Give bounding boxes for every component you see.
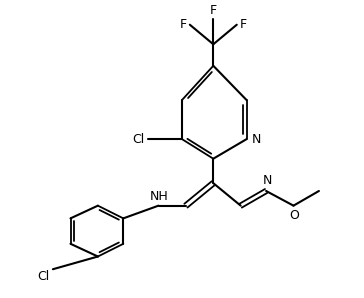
Text: Cl: Cl <box>132 133 145 146</box>
Text: F: F <box>180 18 187 31</box>
Text: N: N <box>252 133 261 146</box>
Text: O: O <box>289 209 300 222</box>
Text: N: N <box>262 174 272 187</box>
Text: F: F <box>240 18 247 31</box>
Text: F: F <box>210 4 217 17</box>
Text: NH: NH <box>150 190 169 203</box>
Text: Cl: Cl <box>38 270 50 283</box>
